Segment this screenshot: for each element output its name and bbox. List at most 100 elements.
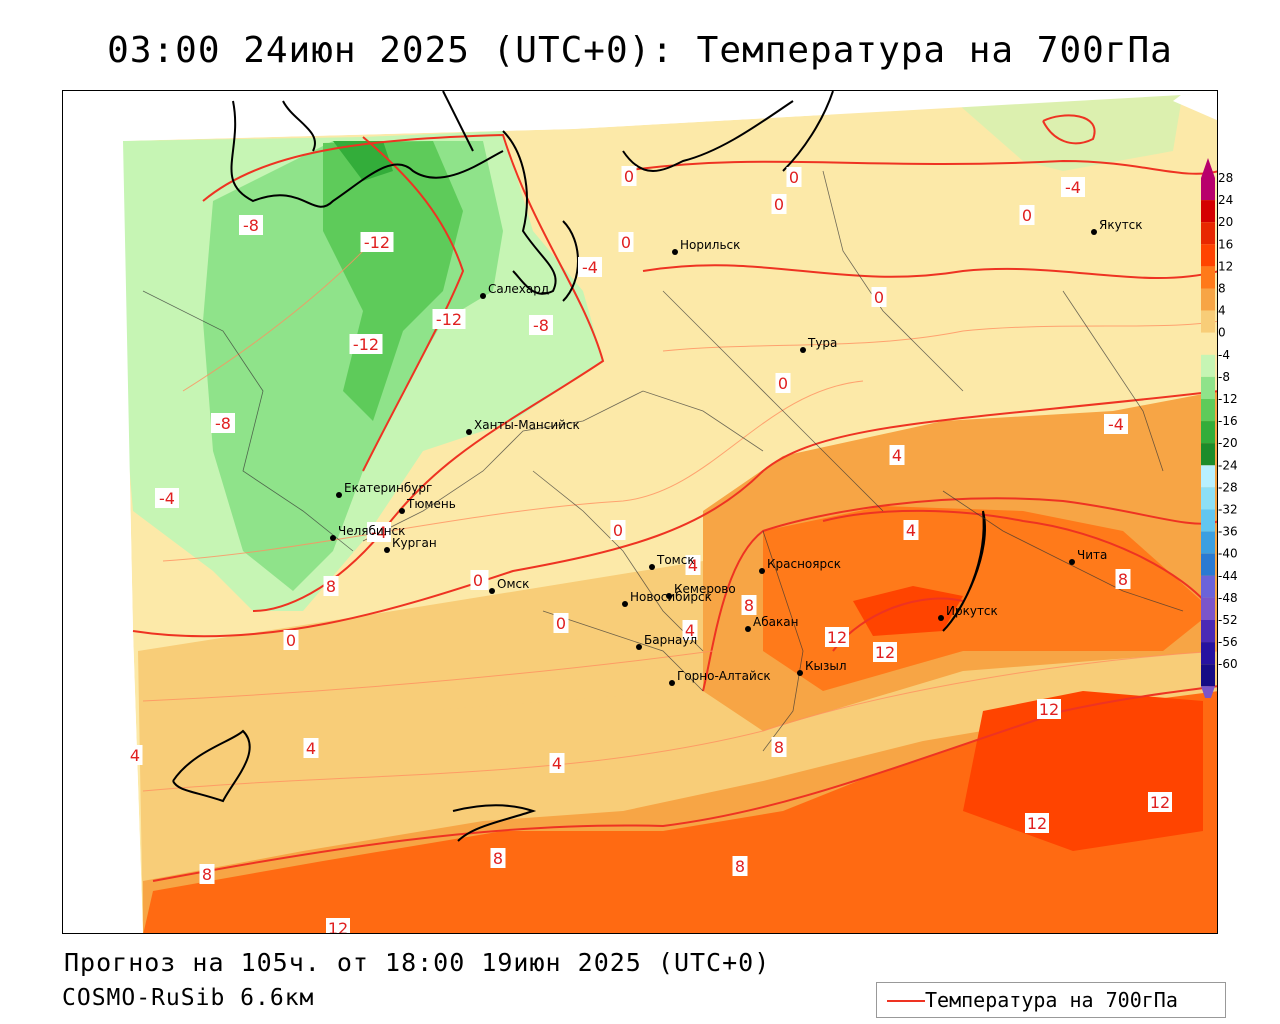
contour-label-bg bbox=[349, 334, 383, 354]
contour-value-label: -4 bbox=[371, 523, 387, 542]
colorbar-tick-label: -44 bbox=[1218, 569, 1238, 583]
city-label: Ханты-Мансийск bbox=[474, 418, 580, 432]
city-dot bbox=[480, 293, 486, 299]
contour-value-label: -12 bbox=[364, 233, 390, 252]
contour-value-label: -8 bbox=[533, 316, 549, 335]
contour-value-label: 8 bbox=[202, 865, 212, 884]
contour-value-label: 8 bbox=[744, 596, 754, 615]
city-dot bbox=[938, 615, 944, 621]
contour-label-bg bbox=[211, 413, 235, 433]
out-of-domain bbox=[63, 91, 1217, 933]
contour-label-bg bbox=[529, 315, 553, 335]
colorbar-swatch bbox=[1201, 266, 1215, 289]
colorbar-tick-label: -12 bbox=[1218, 392, 1238, 406]
contour-label-bg bbox=[871, 287, 887, 307]
colorbar-tick-label: -36 bbox=[1218, 525, 1238, 539]
city-label: Салехард bbox=[488, 282, 549, 296]
colorbar-tick-label: -28 bbox=[1218, 480, 1238, 494]
contour-labels: -8-12-12-12-8-8-4-4-4-4000000000000-4444… bbox=[127, 166, 1172, 934]
city-dot bbox=[672, 249, 678, 255]
city-dot bbox=[800, 347, 806, 353]
contour-value-label: 0 bbox=[473, 571, 483, 590]
map-title: 03:00 24июн 2025 (UTC+0): Температура на… bbox=[107, 30, 1173, 71]
contour-label-bg bbox=[127, 745, 143, 765]
colorbar-tick-label: 12 bbox=[1218, 259, 1233, 273]
colorbar-tick-label: -40 bbox=[1218, 547, 1238, 561]
contour-value-label: 8 bbox=[735, 857, 745, 876]
city-label: Норильск bbox=[680, 238, 740, 252]
city-dot bbox=[622, 601, 628, 607]
colorbar-swatch bbox=[1201, 465, 1215, 488]
contour-label-bg bbox=[303, 738, 319, 758]
contour-value-label: 12 bbox=[875, 643, 895, 662]
city-label: Якутск bbox=[1099, 218, 1143, 232]
city-label: Чита bbox=[1077, 548, 1107, 562]
contour-value-label: 8 bbox=[1118, 570, 1128, 589]
colorbar-swatch bbox=[1201, 509, 1215, 532]
contour-label-bg bbox=[771, 194, 787, 214]
admin-borders bbox=[142, 170, 1184, 752]
colorbar-tick-label: 0 bbox=[1218, 326, 1226, 340]
contour-value-label: 0 bbox=[1022, 206, 1032, 225]
contour-value-label: -8 bbox=[243, 216, 259, 235]
contour-label-bg bbox=[283, 630, 299, 650]
colorbar-swatch bbox=[1201, 531, 1215, 554]
contour-value-label: 12 bbox=[328, 919, 348, 934]
colorbar-swatch bbox=[1201, 310, 1215, 333]
contour-value-label: 0 bbox=[621, 233, 631, 252]
colorbar-swatch bbox=[1201, 399, 1215, 422]
city-dot bbox=[797, 670, 803, 676]
contour-value-label: 4 bbox=[685, 621, 695, 640]
contour-value-label: 4 bbox=[892, 446, 902, 465]
contour-value-label: -4 bbox=[1065, 178, 1081, 197]
colorbar-tick-label: -56 bbox=[1218, 635, 1238, 649]
contour-value-label: 4 bbox=[306, 739, 316, 758]
city-label: Кызыл bbox=[805, 659, 847, 673]
colorbar-swatch bbox=[1201, 244, 1215, 267]
colorbar-tick-label: 24 bbox=[1218, 193, 1233, 207]
contour-value-label: 12 bbox=[827, 628, 847, 647]
legend-line-swatch bbox=[887, 1000, 925, 1002]
city-label: Курган bbox=[392, 536, 437, 550]
contour-value-label: 0 bbox=[774, 195, 784, 214]
contour-label-bg bbox=[621, 166, 637, 186]
colorbar-swatch bbox=[1201, 200, 1215, 223]
colorbar-swatch bbox=[1201, 376, 1215, 399]
contour-value-label: -8 bbox=[215, 414, 231, 433]
contour-label-bg bbox=[1037, 699, 1061, 719]
contour-label-bg bbox=[610, 520, 626, 540]
city-label: Омск bbox=[497, 577, 529, 591]
coastlines bbox=[172, 91, 986, 842]
contour-label-bg bbox=[685, 555, 701, 575]
contour-label-bg bbox=[741, 595, 757, 615]
contour-value-label: 4 bbox=[906, 521, 916, 540]
contour-label-bg bbox=[239, 215, 263, 235]
contour-label-bg bbox=[1019, 205, 1035, 225]
contour-label-bg bbox=[903, 520, 919, 540]
contour-label-bg bbox=[732, 856, 748, 876]
city-dot bbox=[384, 547, 390, 553]
city-label: Кемерово bbox=[674, 582, 736, 596]
contour-value-label: 4 bbox=[688, 556, 698, 575]
contour-label-bg bbox=[323, 576, 339, 596]
city-dot bbox=[1091, 229, 1097, 235]
colorbar-bottom-arrow bbox=[1201, 686, 1215, 698]
city-label: Горно-Алтайск bbox=[677, 669, 771, 683]
colorbar-tick-label: -32 bbox=[1218, 503, 1238, 517]
contour-label-bg bbox=[326, 918, 350, 933]
colorbar-tick-label: -4 bbox=[1218, 348, 1230, 362]
city-dot bbox=[759, 568, 765, 574]
colorbar-tick-label: 8 bbox=[1218, 282, 1226, 296]
colorbar-tick-label: -20 bbox=[1218, 436, 1238, 450]
colorbar-tick-label: 16 bbox=[1218, 237, 1233, 251]
contour-value-label: 4 bbox=[130, 746, 140, 765]
contour-value-label: 0 bbox=[556, 614, 566, 633]
map-panel: -8-12-12-12-8-8-4-4-4-4000000000000-4444… bbox=[62, 90, 1218, 934]
contour-label-bg bbox=[490, 848, 506, 868]
contour-value-label: 0 bbox=[613, 521, 623, 540]
contour-label-bg bbox=[578, 257, 602, 277]
legend-label: Температура на 700гПа bbox=[925, 988, 1178, 1012]
contour-label-bg bbox=[825, 627, 849, 647]
contour-value-label: 0 bbox=[286, 631, 296, 650]
colorbar-swatch bbox=[1201, 178, 1215, 201]
